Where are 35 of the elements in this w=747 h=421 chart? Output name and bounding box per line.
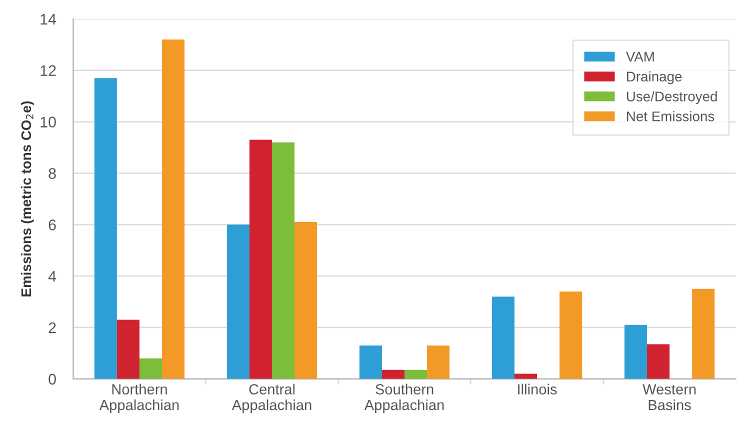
bar — [249, 140, 272, 379]
x-tick-label: Illinois — [518, 384, 557, 394]
y-tick-label: 12 — [40, 65, 56, 76]
bar — [560, 291, 582, 379]
y-tick-label: 14 — [40, 14, 56, 24]
bar — [272, 142, 295, 379]
y-axis-title: Emissions (metric tons CO$_{2}$e) — [20, 101, 34, 296]
bar — [427, 345, 450, 379]
y-tick-label: 8 — [48, 168, 56, 179]
legend-label: VAM — [626, 52, 654, 62]
bar — [404, 370, 428, 379]
x-tick-label: Central Appalachian — [232, 384, 312, 414]
bar — [294, 222, 318, 379]
legend-label: Net Emissions — [627, 111, 714, 122]
bar — [162, 40, 185, 379]
y-tick-label: 0 — [48, 374, 56, 385]
legend-label: Drainage — [627, 71, 682, 84]
bar — [692, 288, 715, 379]
x-tick-label: Northern Appalachian — [99, 384, 179, 414]
y-tick-label: 10 — [40, 116, 56, 128]
x-tick-label: Western Basins — [642, 384, 696, 410]
bar — [94, 78, 117, 379]
bar — [139, 358, 162, 379]
bar — [359, 345, 382, 379]
y-tick-label: 2 — [48, 322, 56, 334]
legend-label: Use/Destroyed — [626, 91, 717, 104]
bar — [624, 324, 648, 379]
bar — [492, 296, 514, 379]
y-tick-label: 6 — [48, 220, 56, 230]
bar — [382, 370, 404, 379]
bar — [116, 320, 140, 379]
y-tick-label: 4 — [48, 271, 56, 282]
bar — [647, 344, 670, 379]
bar — [226, 224, 250, 379]
x-tick-label: Southern Appalachian — [364, 384, 444, 414]
